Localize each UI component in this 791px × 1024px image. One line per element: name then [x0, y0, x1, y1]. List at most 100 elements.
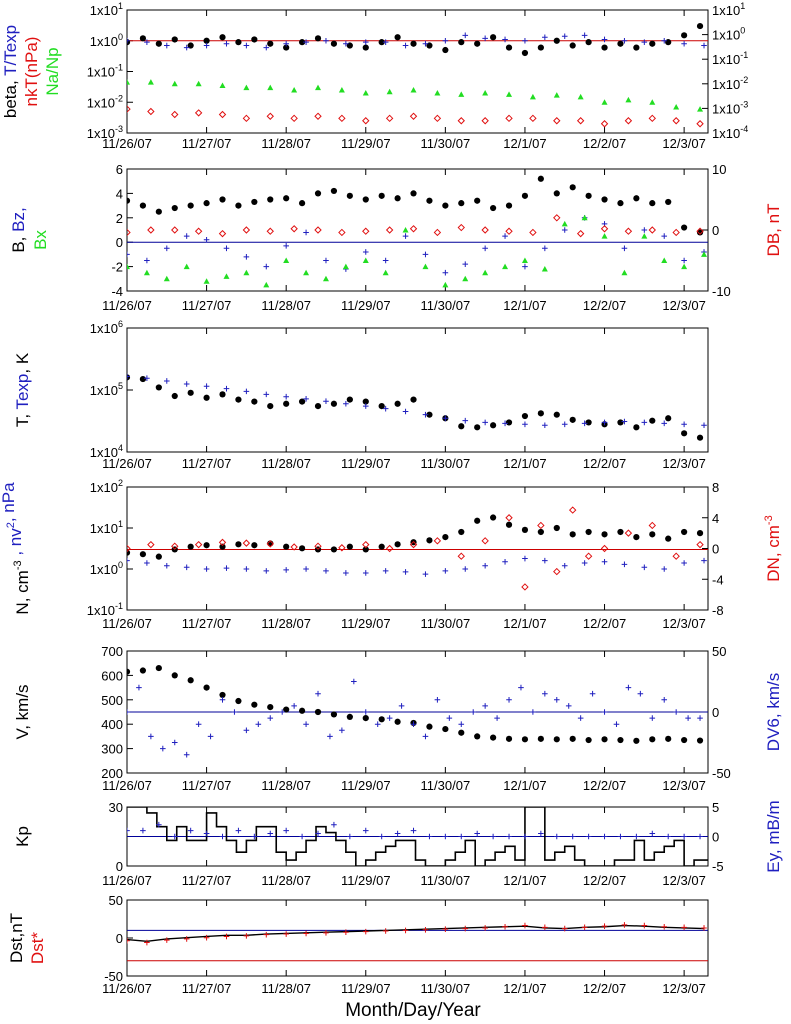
data-point	[665, 735, 672, 742]
data-point	[490, 833, 496, 840]
y-axis-label: T, Texp, K	[13, 352, 32, 427]
left-tick-label: 1x10-2	[87, 93, 123, 110]
data-point	[187, 389, 194, 396]
data-point	[641, 233, 648, 239]
data-point	[649, 40, 656, 47]
data-point	[569, 531, 576, 538]
data-point	[426, 723, 433, 730]
data-point	[665, 415, 672, 422]
data-point	[542, 690, 548, 697]
data-point	[303, 721, 309, 727]
data-point	[458, 721, 465, 727]
data-point	[458, 200, 465, 207]
series-ey	[127, 821, 703, 840]
data-point	[160, 745, 166, 752]
data-point	[323, 257, 329, 264]
data-point	[426, 411, 433, 418]
data-point	[235, 202, 242, 209]
data-point	[601, 196, 608, 203]
data-point	[542, 924, 548, 931]
series-v	[127, 664, 704, 744]
data-point	[434, 89, 441, 96]
y-axis-label: N, cm-3 , nv2, nPa	[0, 482, 32, 615]
x-tick-label: 12/3/07	[662, 456, 705, 471]
data-point	[521, 412, 529, 420]
x-tick-label: 11/29/07	[341, 616, 391, 631]
data-point	[522, 421, 528, 428]
data-point	[346, 192, 353, 199]
data-point	[661, 566, 668, 572]
x-tick-label: 12/2/07	[583, 136, 626, 151]
left-tick-label: 0	[116, 235, 123, 250]
right-tick-label: 50	[712, 644, 726, 659]
data-point	[521, 736, 529, 743]
data-point	[163, 245, 170, 252]
data-point	[521, 583, 529, 591]
data-point	[696, 434, 704, 441]
x-tick-label: 12/2/07	[583, 873, 626, 888]
x-tick-label: 11/27/07	[182, 136, 232, 151]
data-point	[521, 526, 529, 533]
data-point	[362, 44, 369, 51]
data-point	[219, 34, 226, 41]
data-point	[283, 243, 289, 249]
data-point	[490, 204, 497, 212]
data-point	[617, 736, 624, 744]
data-point	[267, 40, 274, 47]
data-point	[537, 44, 544, 51]
data-point	[530, 709, 536, 715]
data-point	[625, 684, 632, 691]
data-point	[409, 540, 418, 549]
left-tick-label: 1x10-3	[87, 124, 123, 141]
y-axis-label-2: nkT(nPa)	[22, 37, 41, 107]
data-point	[601, 736, 608, 743]
data-point	[147, 226, 155, 234]
data-point	[505, 44, 513, 51]
data-point	[561, 227, 568, 233]
data-point	[422, 571, 429, 577]
data-point	[506, 697, 512, 703]
data-point	[171, 739, 178, 746]
data-point	[617, 419, 624, 426]
data-point	[398, 703, 405, 709]
data-point	[243, 42, 250, 49]
data-point	[553, 697, 560, 703]
series-group	[127, 664, 708, 758]
data-point	[505, 419, 513, 426]
data-point	[127, 668, 131, 675]
data-point	[446, 715, 453, 721]
series-group	[127, 373, 707, 441]
data-point	[649, 99, 656, 105]
data-point	[346, 396, 353, 403]
data-point	[267, 402, 274, 410]
plot-frame	[126, 168, 709, 292]
data-point	[462, 261, 469, 267]
data-point	[323, 37, 329, 44]
data-point	[601, 36, 608, 43]
data-point	[382, 568, 389, 574]
data-point	[362, 709, 369, 715]
data-point	[569, 42, 576, 49]
data-point	[529, 114, 537, 123]
data-point	[422, 40, 429, 47]
data-point	[394, 718, 401, 725]
data-point	[505, 521, 513, 528]
data-point	[362, 570, 369, 576]
series-dst	[127, 924, 705, 943]
data-point	[343, 929, 349, 936]
y-axis-label: Kp	[13, 826, 32, 847]
data-point	[303, 930, 309, 937]
data-point	[203, 566, 210, 572]
data-point	[144, 375, 150, 381]
x-tick-label: 11/27/07	[182, 456, 232, 471]
right-tick-label: 0	[712, 542, 719, 557]
data-point	[242, 226, 251, 234]
data-point	[394, 195, 401, 202]
series-group	[127, 22, 708, 128]
data-point	[378, 402, 385, 410]
data-point	[298, 200, 306, 207]
data-point	[648, 226, 656, 234]
data-point	[665, 535, 672, 542]
data-point	[633, 833, 640, 840]
data-point	[522, 37, 528, 44]
